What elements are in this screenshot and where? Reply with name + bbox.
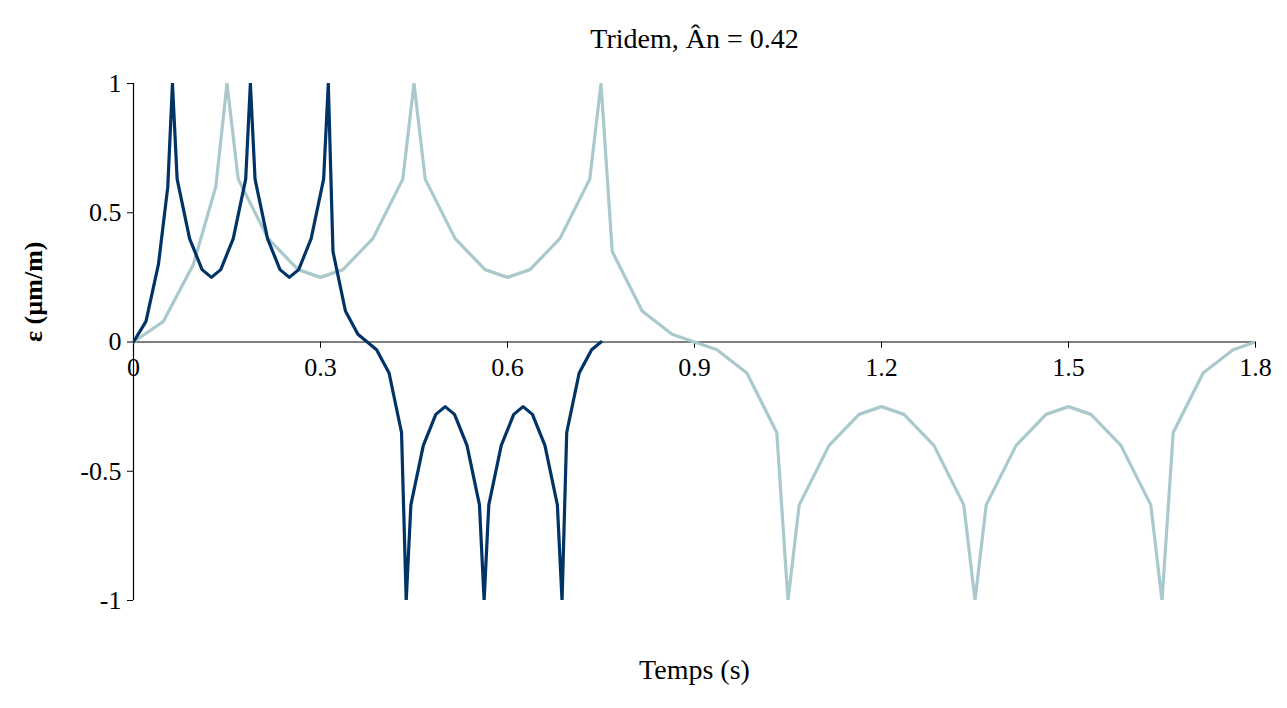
svg-text:-0.5: -0.5 — [80, 457, 121, 486]
svg-text:0.9: 0.9 — [678, 353, 711, 382]
svg-text:Tridem, Ân = 0.42: Tridem, Ân = 0.42 — [590, 23, 798, 54]
svg-text:0.6: 0.6 — [491, 353, 524, 382]
svg-text:0.5: 0.5 — [89, 198, 122, 227]
svg-text:1.5: 1.5 — [1052, 353, 1085, 382]
svg-text:1.8: 1.8 — [1239, 353, 1272, 382]
svg-text:0: 0 — [127, 353, 140, 382]
svg-text:0: 0 — [109, 327, 122, 356]
svg-text:-1: -1 — [100, 586, 122, 615]
svg-text:ε (µm/m): ε (µm/m) — [19, 242, 48, 342]
svg-text:1.2: 1.2 — [865, 353, 898, 382]
svg-text:0.3: 0.3 — [304, 353, 337, 382]
svg-text:Temps (s): Temps (s) — [639, 654, 750, 685]
svg-text:1: 1 — [109, 69, 122, 98]
